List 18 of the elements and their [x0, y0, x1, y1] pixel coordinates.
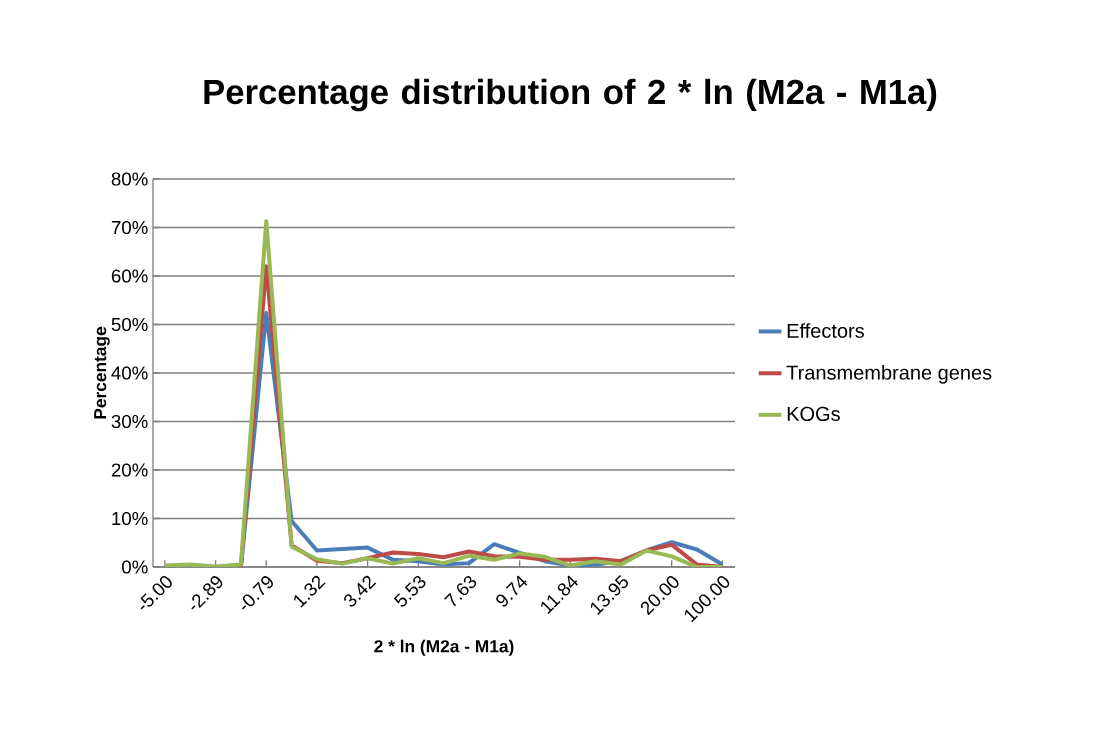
legend-label: Transmembrane genes: [786, 365, 992, 384]
x-tick-label: 7.63: [444, 575, 477, 607]
legend-label: KOGs: [787, 406, 840, 421]
y-tick-label: 0%: [122, 560, 148, 574]
y-tick-label: 50%: [111, 317, 148, 332]
chart-title: Percentage distribution of 2 * ln (M2a - M1a): [204, 78, 937, 112]
y-tick-label: 30%: [111, 414, 148, 429]
x-tick-label: 5.53: [393, 575, 426, 607]
x-axis-title: 2 * ln (M2a - M1a): [374, 639, 514, 656]
y-tick-label: 80%: [111, 172, 148, 186]
y-axis-title: Percentage: [94, 326, 110, 419]
y-tick-label: 10%: [112, 511, 148, 526]
legend-label: Effectors: [787, 323, 864, 338]
line-series: [162, 219, 725, 567]
y-tick-label: 20%: [111, 463, 148, 477]
y-tick-label: 40%: [111, 366, 148, 380]
y-tick-label: 60%: [111, 269, 148, 283]
y-tick-label: 70%: [111, 220, 148, 235]
